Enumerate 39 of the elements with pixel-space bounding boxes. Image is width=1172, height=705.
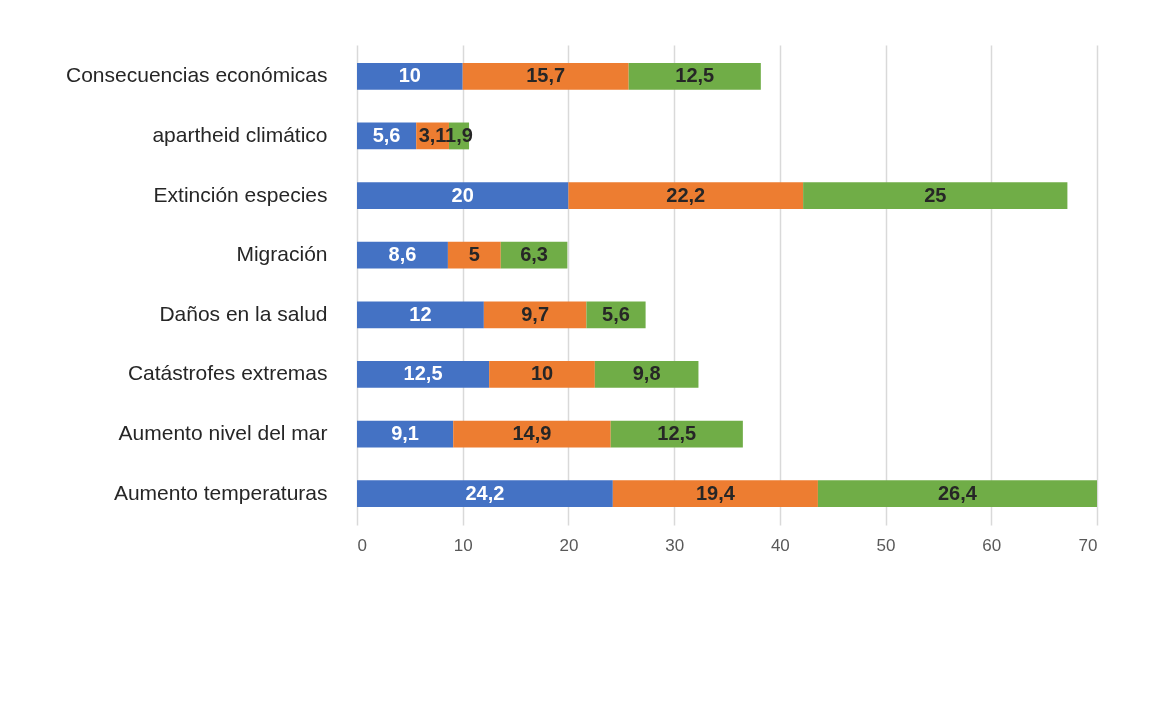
- data-label: 14,9: [512, 422, 552, 445]
- y-tick-label: Catástrofes extremas: [127, 361, 328, 385]
- x-tick-label: 50: [876, 535, 896, 555]
- data-label: 24,2: [465, 481, 505, 504]
- x-tick-label: 20: [559, 535, 579, 555]
- y-tick-label: Aumento temperaturas: [113, 480, 328, 504]
- y-tick-label: Consecuencias económicas: [66, 63, 328, 87]
- x-tick-label: 0: [357, 535, 367, 555]
- data-label: 22,2: [666, 183, 706, 206]
- x-tick-label: 40: [770, 535, 790, 555]
- data-label: 12,5: [675, 64, 715, 87]
- data-label: 5,6: [372, 123, 401, 146]
- y-tick-label: Migración: [236, 242, 328, 266]
- data-label: 10: [530, 362, 554, 385]
- data-label: 12,5: [403, 362, 443, 385]
- data-label: 9,1: [391, 422, 420, 445]
- y-tick-label: apartheid climático: [152, 122, 328, 146]
- y-tick-label: Aumento nivel del mar: [118, 421, 328, 445]
- data-label: 19,4: [695, 481, 736, 504]
- y-tick-label: Extinción especies: [153, 182, 328, 206]
- x-tick-label: 10: [453, 535, 473, 555]
- x-tick-label: 30: [665, 535, 685, 555]
- x-tick-label: 60: [982, 535, 1002, 555]
- data-label: 12: [409, 302, 432, 325]
- data-label: 25: [924, 183, 947, 206]
- data-label: 5: [468, 243, 480, 266]
- data-label: 26,4: [937, 481, 978, 504]
- data-label: 9,8: [632, 362, 661, 385]
- data-label: 6,3: [520, 243, 548, 266]
- data-label: 15,7: [526, 64, 566, 87]
- data-label: 8,6: [388, 243, 417, 266]
- x-tick-label: 70: [1078, 535, 1098, 555]
- data-label: 9,7: [521, 302, 550, 325]
- data-label: 10: [398, 64, 421, 87]
- data-label: 5,6: [602, 302, 630, 325]
- y-tick-label: Daños en la salud: [159, 301, 328, 325]
- data-label: 20: [451, 183, 474, 206]
- data-label: 12,5: [657, 422, 697, 445]
- data-label: 3,1: [418, 123, 447, 146]
